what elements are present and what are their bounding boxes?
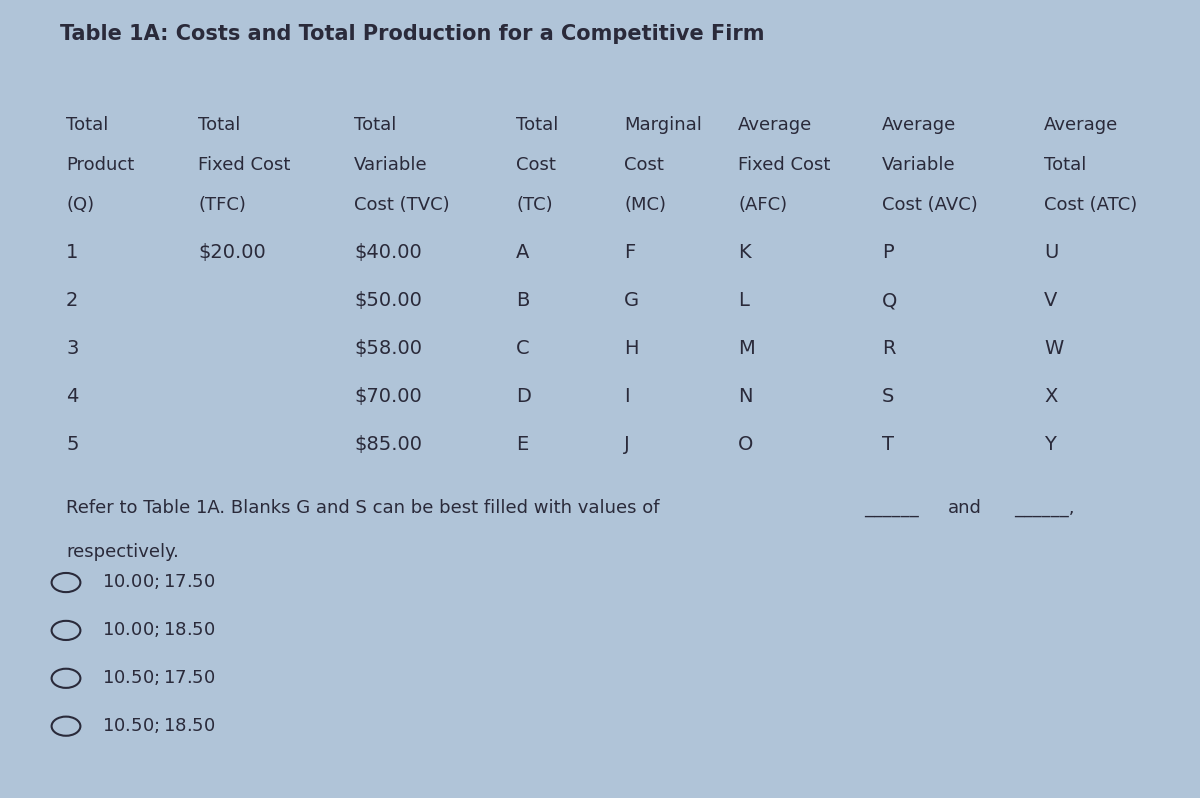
Text: D: D [516, 387, 530, 406]
Text: Variable: Variable [354, 156, 427, 174]
Text: Variable: Variable [882, 156, 955, 174]
Text: M: M [738, 339, 755, 358]
Text: Total: Total [66, 116, 108, 134]
Text: (TC): (TC) [516, 196, 553, 214]
Text: L: L [738, 291, 749, 310]
Text: J: J [624, 435, 630, 454]
Text: A: A [516, 243, 529, 263]
Text: $10.00; $18.50: $10.00; $18.50 [102, 620, 215, 639]
Text: (AFC): (AFC) [738, 196, 787, 214]
Text: $20.00: $20.00 [198, 243, 265, 263]
Text: Total: Total [198, 116, 240, 134]
Text: 2: 2 [66, 291, 78, 310]
Text: H: H [624, 339, 638, 358]
Text: 5: 5 [66, 435, 78, 454]
Text: 3: 3 [66, 339, 78, 358]
Text: $40.00: $40.00 [354, 243, 421, 263]
Text: S: S [882, 387, 894, 406]
Text: $70.00: $70.00 [354, 387, 421, 406]
Text: Total: Total [516, 116, 558, 134]
Text: R: R [882, 339, 895, 358]
Text: $50.00: $50.00 [354, 291, 422, 310]
Text: Cost (ATC): Cost (ATC) [1044, 196, 1138, 214]
Text: E: E [516, 435, 528, 454]
Text: Cost: Cost [516, 156, 556, 174]
Text: Cost (TVC): Cost (TVC) [354, 196, 450, 214]
Text: $10.00; $17.50: $10.00; $17.50 [102, 572, 215, 591]
Text: Cost (AVC): Cost (AVC) [882, 196, 978, 214]
Text: Product: Product [66, 156, 134, 174]
Text: K: K [738, 243, 751, 263]
Text: Total: Total [354, 116, 396, 134]
Text: N: N [738, 387, 752, 406]
Text: P: P [882, 243, 894, 263]
Text: Average: Average [738, 116, 812, 134]
Text: W: W [1044, 339, 1063, 358]
Text: B: B [516, 291, 529, 310]
Text: Average: Average [882, 116, 956, 134]
Text: Total: Total [1044, 156, 1086, 174]
Text: O: O [738, 435, 754, 454]
Text: 1: 1 [66, 243, 78, 263]
Text: ______,: ______, [1014, 499, 1074, 517]
Text: Marginal: Marginal [624, 116, 702, 134]
Text: respectively.: respectively. [66, 543, 179, 561]
Text: C: C [516, 339, 529, 358]
Text: U: U [1044, 243, 1058, 263]
Text: Fixed Cost: Fixed Cost [198, 156, 290, 174]
Text: (MC): (MC) [624, 196, 666, 214]
Text: Refer to Table 1A. Blanks G and S can be best filled with values of: Refer to Table 1A. Blanks G and S can be… [66, 499, 660, 517]
Text: $58.00: $58.00 [354, 339, 422, 358]
Text: ______: ______ [864, 499, 919, 517]
Text: X: X [1044, 387, 1057, 406]
Text: and: and [948, 499, 982, 517]
Text: Fixed Cost: Fixed Cost [738, 156, 830, 174]
Text: Cost: Cost [624, 156, 664, 174]
Text: $10.50; $17.50: $10.50; $17.50 [102, 668, 215, 687]
Text: I: I [624, 387, 630, 406]
Text: G: G [624, 291, 640, 310]
Text: T: T [882, 435, 894, 454]
Text: Table 1A: Costs and Total Production for a Competitive Firm: Table 1A: Costs and Total Production for… [60, 24, 764, 44]
Text: $85.00: $85.00 [354, 435, 422, 454]
Text: Y: Y [1044, 435, 1056, 454]
Text: V: V [1044, 291, 1057, 310]
Text: 4: 4 [66, 387, 78, 406]
Text: (TFC): (TFC) [198, 196, 246, 214]
Text: F: F [624, 243, 635, 263]
Text: $10.50; $18.50: $10.50; $18.50 [102, 716, 215, 735]
Text: Q: Q [882, 291, 898, 310]
Text: Average: Average [1044, 116, 1118, 134]
Text: (Q): (Q) [66, 196, 94, 214]
